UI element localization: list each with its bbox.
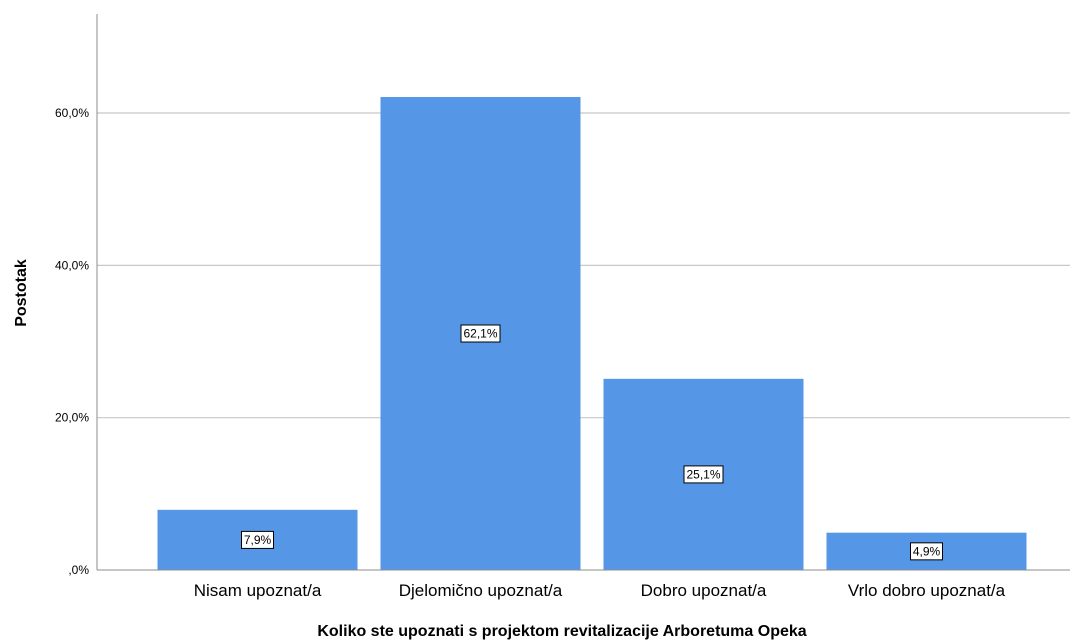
data-labels: 7,9% 62,1% 25,1% 4,9% [241, 324, 943, 561]
data-label-text: 4,9% [913, 544, 941, 558]
y-tick-label: ,0% [68, 563, 89, 577]
y-tick-label: 20,0% [55, 411, 89, 425]
x-tick-label: Nisam upoznat/a [194, 581, 322, 600]
gridlines [97, 112, 1070, 419]
data-label-box [460, 324, 501, 343]
data-label: 7,9% [241, 530, 274, 549]
data-label-text: 62,1% [463, 327, 497, 341]
data-label-text: 7,9% [244, 533, 272, 547]
x-axis-title: Koliko ste upoznati s projektom revitali… [317, 623, 806, 640]
y-tick-labels: ,0% 20,0% 40,0% 60,0% [55, 106, 89, 577]
data-label-box [683, 465, 724, 484]
data-label-text: 25,1% [686, 467, 720, 481]
bars [157, 97, 1027, 571]
x-tick-label: Dobro upoznat/a [641, 581, 767, 600]
data-label: 25,1% [683, 465, 724, 484]
data-label: 4,9% [910, 542, 943, 561]
data-label-box [910, 542, 943, 561]
data-label-box [241, 530, 274, 549]
y-tick-label: 40,0% [55, 258, 89, 272]
x-tick-label: Vrlo dobro upoznat/a [848, 581, 1006, 600]
data-label: 62,1% [460, 324, 501, 343]
y-tick-label: 60,0% [55, 106, 89, 120]
x-tick-label: Djelomično upoznat/a [399, 581, 563, 600]
x-tick-labels: Nisam upoznat/a Djelomično upoznat/a Dobro… [194, 581, 1006, 600]
y-axis-title: Postotak [13, 259, 30, 327]
